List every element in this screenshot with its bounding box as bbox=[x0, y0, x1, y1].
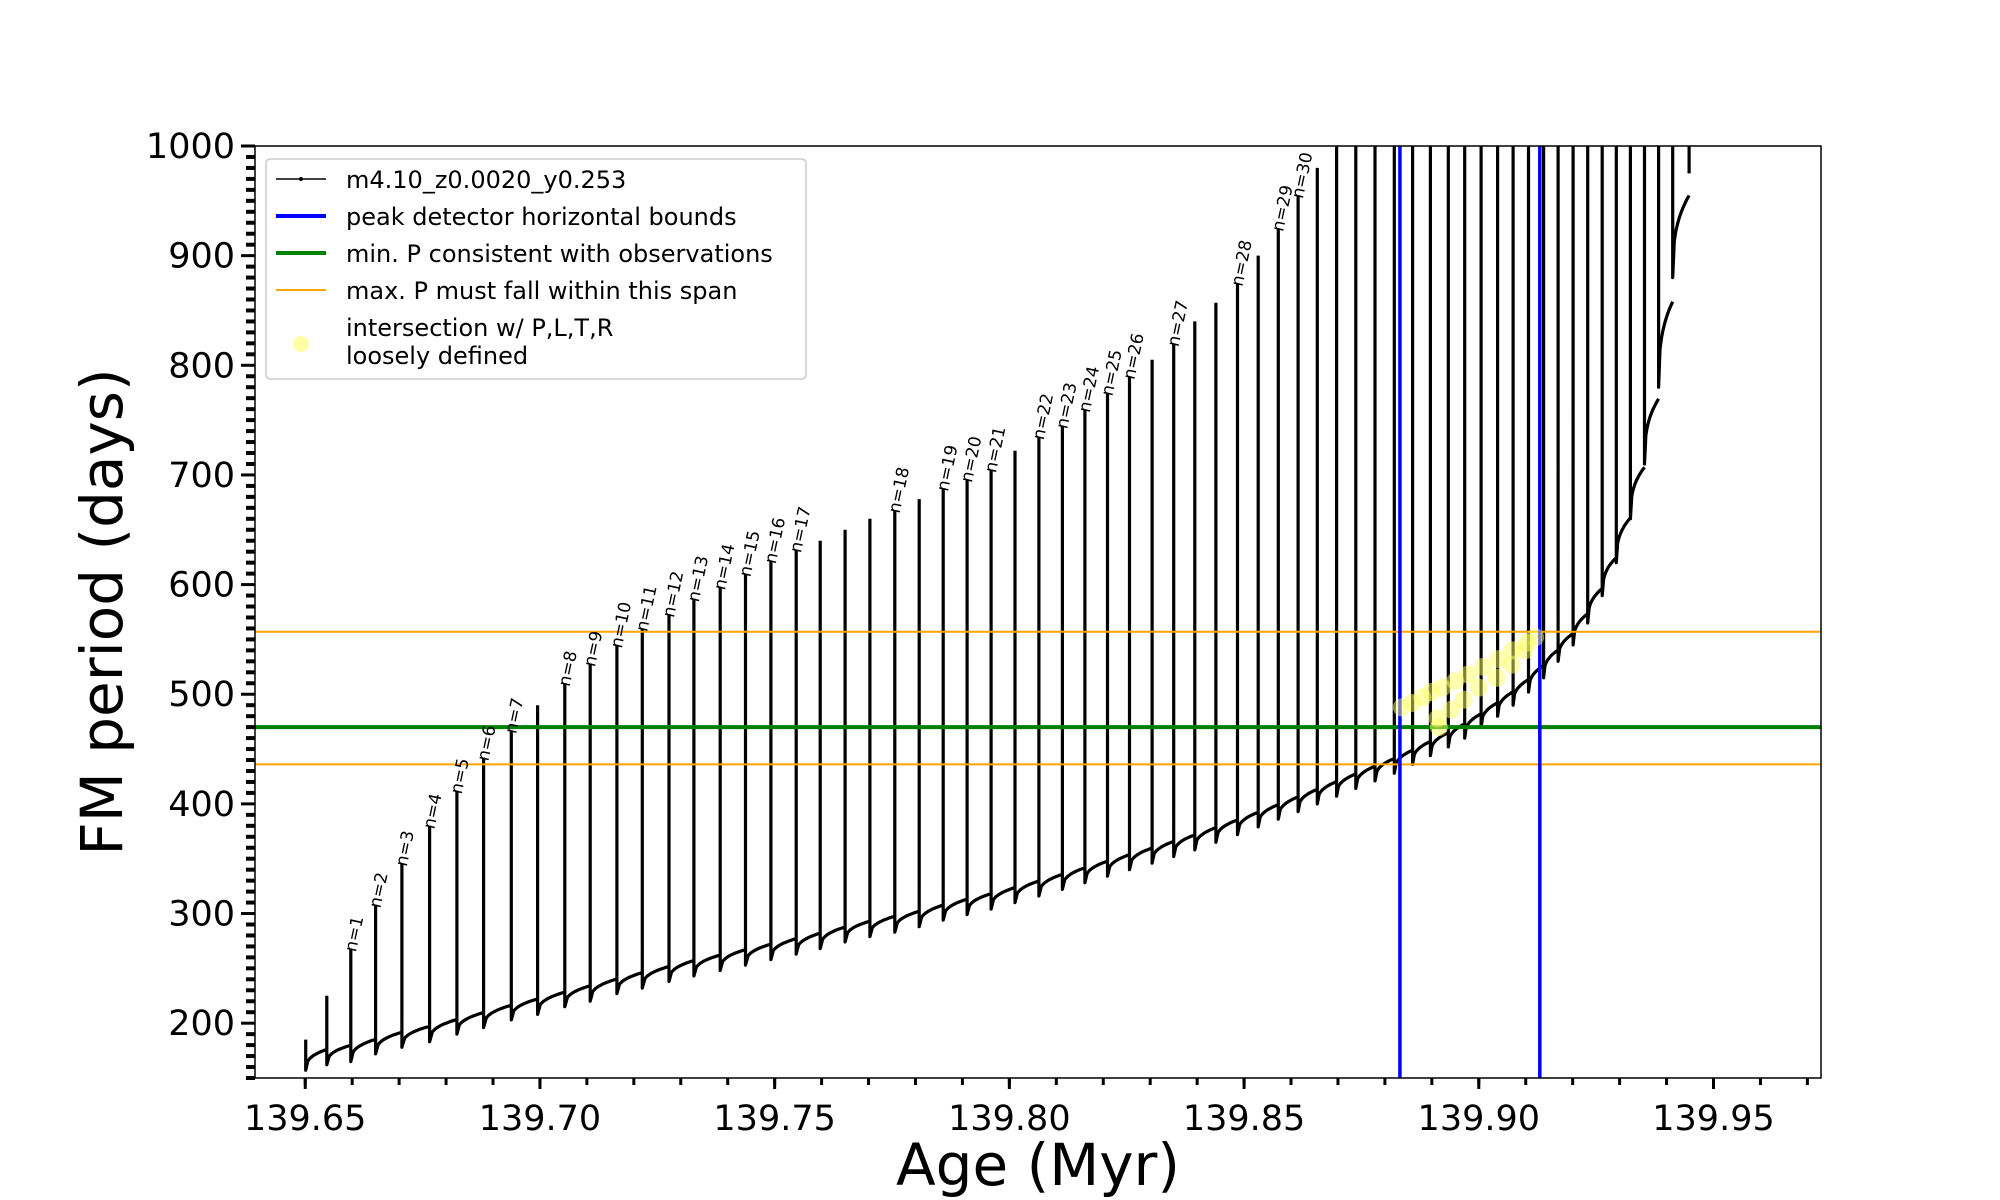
pulse-annotation: n=26 bbox=[1120, 332, 1149, 382]
y-tick-label: 500 bbox=[168, 675, 235, 715]
legend-label-maxp: max. P must fall within this span bbox=[346, 277, 737, 305]
legend-label-intersection: intersection w/ P,L,T,R bbox=[346, 314, 613, 342]
legend: m4.10_z0.0020_y0.253 peak detector horiz… bbox=[265, 158, 807, 380]
pulse-annotation: n=12 bbox=[659, 569, 688, 619]
legend-label-minp: min. P consistent with observations bbox=[346, 240, 773, 268]
pulse-annotation: n=28 bbox=[1228, 238, 1257, 288]
y-axis-label: FM period (days) bbox=[68, 368, 136, 855]
pulse-annotation: n=4 bbox=[420, 792, 447, 831]
x-tick-label: 139.90 bbox=[1418, 1099, 1540, 1139]
legend-frame bbox=[265, 158, 807, 380]
y-tick-label: 700 bbox=[168, 456, 235, 496]
pulse-annotation: n=7 bbox=[501, 696, 528, 735]
x-tick-label: 139.65 bbox=[244, 1099, 366, 1139]
pulse-annotation: n=9 bbox=[580, 629, 607, 668]
x-tick-label: 139.85 bbox=[1183, 1099, 1305, 1139]
pulse-annotation: n=10 bbox=[607, 600, 636, 650]
y-tick-label: 900 bbox=[168, 237, 235, 277]
pulse-annotation: n=17 bbox=[786, 505, 815, 555]
pulse-annotation: n=6 bbox=[474, 724, 501, 763]
pulse-annotation: n=16 bbox=[761, 516, 790, 566]
pulse-annotation: n=1 bbox=[341, 914, 368, 953]
pulse-annotation: n=8 bbox=[555, 649, 582, 688]
legend-label-peak: peak detector horizontal bounds bbox=[346, 203, 737, 231]
y-tick-label: 600 bbox=[168, 566, 235, 606]
y-tick-label: 800 bbox=[168, 346, 235, 386]
legend-swatch-model-dot bbox=[299, 177, 303, 181]
pulse-annotation: n=13 bbox=[684, 554, 713, 604]
pulse-annotation: n=21 bbox=[981, 425, 1010, 475]
pulse-annotation: n=3 bbox=[392, 829, 419, 868]
intersection-point bbox=[1487, 668, 1506, 687]
pulse-annotation: n=11 bbox=[632, 584, 661, 634]
axes-layer: 139.65 139.70 139.75 139.80 139.85 139.90 139.… bbox=[146, 127, 1809, 1139]
x-tick-label: 139.95 bbox=[1652, 1099, 1774, 1139]
plot-frame bbox=[254, 145, 1822, 1079]
legend-label-model: m4.10_z0.0020_y0.253 bbox=[346, 166, 626, 194]
intersection-point bbox=[1469, 678, 1488, 697]
y-tick-label: 300 bbox=[168, 895, 235, 935]
intersection-point bbox=[1526, 628, 1545, 647]
legend-label-intersection-line2: loosely defined bbox=[346, 342, 528, 370]
legend-swatch-intersection bbox=[293, 336, 309, 352]
x-tick-label: 139.75 bbox=[713, 1099, 835, 1139]
pulse-annotation: n=30 bbox=[1288, 151, 1317, 201]
intersection-point bbox=[1502, 655, 1521, 674]
pulse-annotation: n=2 bbox=[366, 871, 393, 910]
intersection-point bbox=[1429, 718, 1448, 737]
pulse-annotation: n=18 bbox=[885, 465, 914, 515]
pulse-annotation: n=14 bbox=[710, 542, 739, 592]
x-axis-label: Age (Myr) bbox=[896, 1131, 1180, 1199]
y-tick-label: 200 bbox=[168, 1004, 235, 1044]
y-tick-label: 1000 bbox=[146, 127, 235, 167]
x-tick-label: 139.70 bbox=[479, 1099, 601, 1139]
intersection-point bbox=[1442, 700, 1461, 719]
pulse-annotation: n=5 bbox=[447, 757, 474, 796]
intersection-point bbox=[1459, 665, 1478, 684]
intersection-point bbox=[1474, 657, 1493, 676]
pulse-annotation: n=20 bbox=[957, 435, 986, 485]
pulse-annotation: n=19 bbox=[933, 443, 962, 493]
x-tick-label: 139.80 bbox=[948, 1099, 1070, 1139]
y-tick-label: 400 bbox=[168, 785, 235, 825]
model-track-line bbox=[304, 146, 1691, 1072]
pulse-annotation: n=27 bbox=[1164, 299, 1193, 349]
intersection-point bbox=[1454, 690, 1473, 709]
pulse-annotation: n=15 bbox=[736, 529, 765, 579]
